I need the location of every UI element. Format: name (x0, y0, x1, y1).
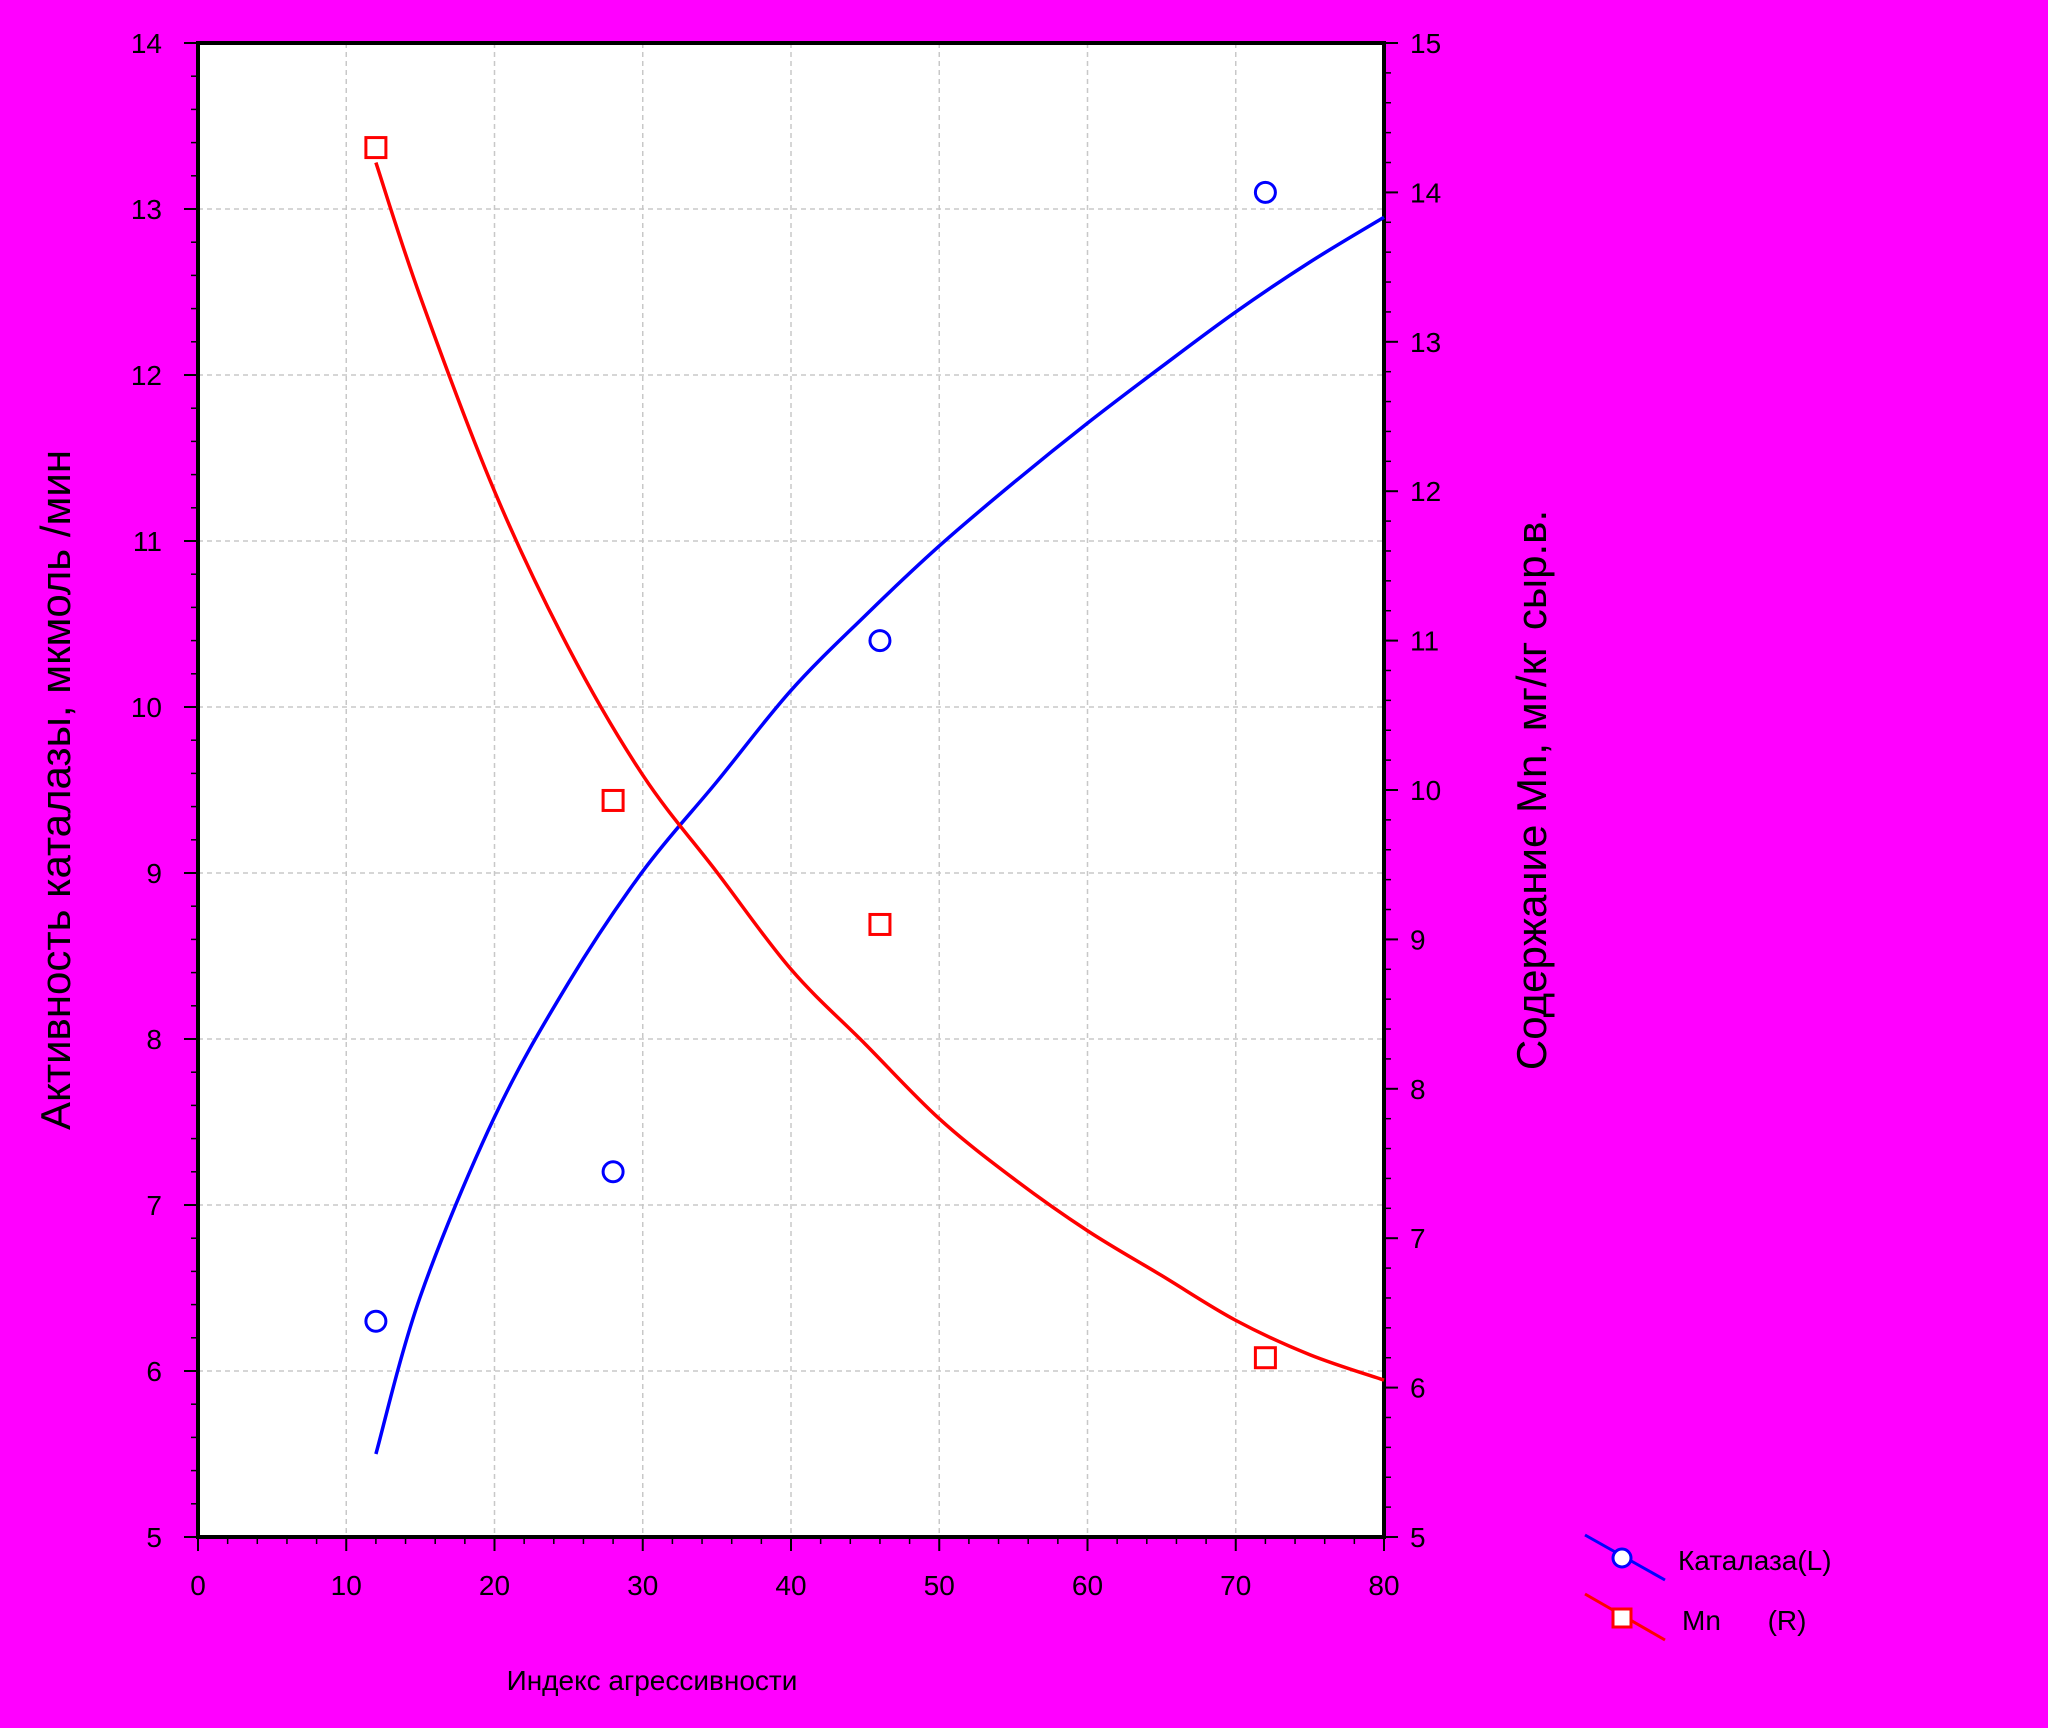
data-point-series-1 (868, 912, 892, 936)
y-right-tick-label: 15 (1410, 28, 1441, 59)
legend: Каталаза(L) Mn (R) (1584, 1533, 1832, 1642)
data-point-series-1 (601, 788, 625, 812)
y-right-tick-label: 10 (1410, 775, 1441, 806)
y-right-tick-label: 6 (1410, 1373, 1426, 1404)
fit-curve-series-0 (374, 215, 1385, 1455)
y-left-tick-label: 9 (146, 858, 162, 889)
series (364, 136, 1385, 1455)
x-tick-label: 30 (627, 1570, 658, 1601)
y-left-tick-label: 14 (131, 28, 162, 59)
y-left-tick-label: 5 (146, 1522, 162, 1553)
y-axis-right-title: Содержание Mn, мг/кг сыр.в. (1508, 510, 1555, 1070)
data-point-series-1 (1253, 1346, 1277, 1370)
data-point-series-0 (364, 1309, 388, 1333)
x-tick-label: 60 (1072, 1570, 1103, 1601)
fit-curve-series-1 (374, 161, 1385, 1382)
legend-item-mn: Mn (R) (1584, 1592, 1806, 1642)
legend-marker-circle-icon (1611, 1547, 1633, 1569)
y-left-tick-label: 6 (146, 1356, 162, 1387)
y-left-tick-label: 11 (133, 526, 162, 557)
y-right-tick-label: 12 (1410, 476, 1441, 507)
data-point-series-1 (364, 136, 388, 160)
y-right-tick-label: 9 (1410, 924, 1426, 955)
x-tick-label: 80 (1368, 1570, 1399, 1601)
y-left-tick-label: 12 (131, 360, 162, 391)
y-left-tick-label: 10 (131, 692, 162, 723)
x-tick-label: 70 (1220, 1570, 1251, 1601)
y-left-tick-label: 13 (131, 194, 162, 225)
x-tick-label: 0 (190, 1570, 206, 1601)
x-tick-label: 50 (924, 1570, 955, 1601)
axis-ticks: 0 10 20 30 40 50 60 70 80 5 6 7 8 9 10 11 12 13 14 5 6 7 8 9 10 1… (131, 28, 1441, 1601)
data-point-series-0 (1253, 180, 1277, 204)
y-left-tick-label: 7 (146, 1190, 162, 1221)
grid (198, 43, 1384, 1537)
y-right-tick-label: 11 (1410, 626, 1439, 657)
x-tick-label: 20 (479, 1570, 510, 1601)
x-tick-label: 40 (775, 1570, 806, 1601)
y-right-tick-label: 5 (1410, 1522, 1426, 1553)
x-axis-title: Индекс агрессивности (507, 1665, 798, 1696)
legend-label-mn: Mn (R) (1682, 1605, 1806, 1636)
legend-label-catalase: Каталаза(L) (1678, 1545, 1832, 1576)
y-right-tick-label: 8 (1410, 1074, 1426, 1105)
y-right-tick-label: 14 (1410, 177, 1441, 208)
data-point-series-0 (601, 1160, 625, 1184)
y-axis-left-title: Активность каталазы, мкмоль /мин (32, 450, 79, 1130)
legend-item-catalase: Каталаза(L) (1584, 1533, 1832, 1582)
y-left-tick-label: 8 (146, 1024, 162, 1055)
y-right-tick-label: 7 (1410, 1223, 1426, 1254)
legend-marker-square-icon (1611, 1607, 1633, 1629)
x-tick-label: 10 (331, 1570, 362, 1601)
data-point-series-0 (868, 629, 892, 653)
y-right-tick-label: 13 (1410, 327, 1441, 358)
